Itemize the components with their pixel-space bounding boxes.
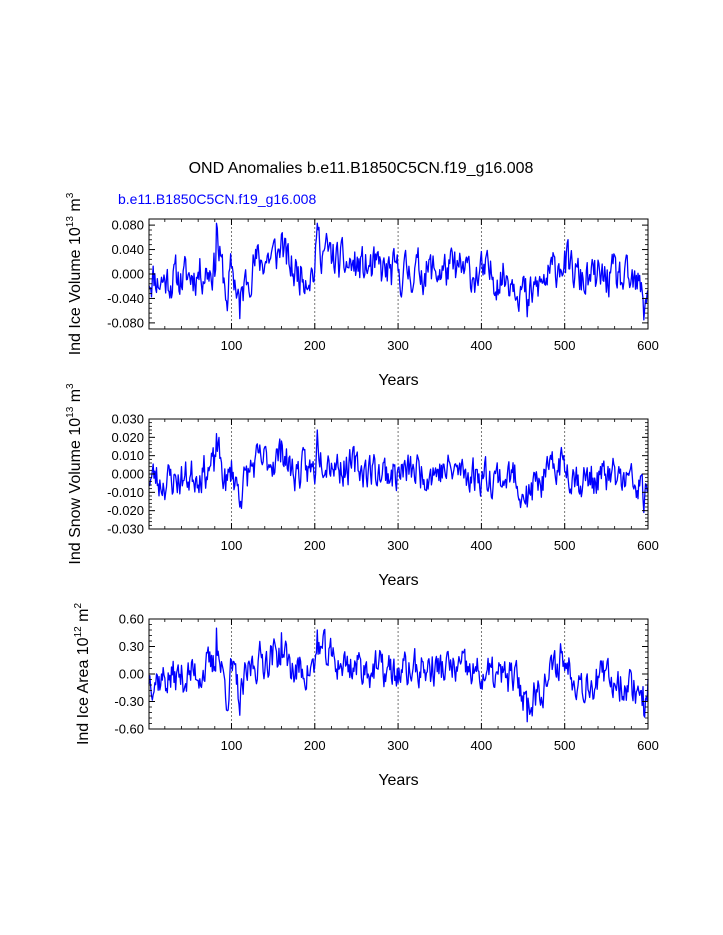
data-series-line — [148, 429, 649, 514]
x-tick-label: 500 — [554, 738, 576, 753]
x-tick-label: 300 — [387, 738, 409, 753]
x-tick-label: 400 — [471, 538, 493, 553]
y-tick-label: -0.030 — [107, 522, 144, 537]
y-axis-label: Ind Ice Volume 1013 m3 — [65, 192, 84, 355]
x-tick-label: 200 — [304, 338, 326, 353]
x-tick-label: 600 — [637, 738, 659, 753]
y-tick-label: -0.040 — [107, 291, 144, 306]
x-axis-label: Years — [378, 572, 418, 589]
y-tick-label: 0.00 — [119, 667, 144, 682]
x-tick-label: 600 — [637, 338, 659, 353]
y-tick-label: 0.030 — [111, 412, 144, 427]
x-tick-label: 300 — [387, 538, 409, 553]
ice-area-panel: 100 200 300 400 500 600 -0.60 -0.30 0.00 0.30 0.60… — [73, 603, 659, 789]
y-tick-label: 0.000 — [111, 267, 144, 282]
x-tick-label: 100 — [221, 338, 243, 353]
main-title: OND Anomalies b.e11.B1850C5CN.f19_g16.00… — [189, 160, 534, 177]
x-tick-label: 200 — [304, 538, 326, 553]
x-tick-label: 100 — [221, 538, 243, 553]
x-tick-label: 300 — [387, 338, 409, 353]
y-tick-label: -0.010 — [107, 485, 144, 500]
x-tick-label: 500 — [554, 538, 576, 553]
y-tick-label: 0.010 — [111, 448, 144, 463]
x-tick-label: 500 — [554, 338, 576, 353]
x-tick-label: 400 — [471, 738, 493, 753]
y-tick-label: 0.080 — [111, 218, 144, 233]
y-tick-label: -0.080 — [107, 315, 144, 330]
y-tick-label: -0.60 — [114, 722, 144, 737]
y-tick-label: 0.040 — [111, 242, 144, 257]
y-axis-label: Ind Snow Volume 1013 m3 — [65, 383, 84, 565]
y-axis-label: Ind Ice Area 1012 m2 — [73, 603, 92, 746]
x-tick-label: 400 — [471, 338, 493, 353]
y-tick-label: 0.60 — [119, 612, 144, 627]
data-series-line — [148, 627, 649, 723]
x-tick-label: 100 — [221, 738, 243, 753]
data-series-line — [148, 222, 649, 321]
y-tick-label: -0.020 — [107, 503, 144, 518]
case-label: b.e11.B1850C5CN.f19_g16.008 — [118, 191, 316, 207]
y-tick-label: 0.30 — [119, 639, 144, 654]
y-tick-label: -0.30 — [114, 694, 144, 709]
y-tick-label: 0.020 — [111, 430, 144, 445]
x-axis-label: Years — [378, 772, 418, 789]
snow-volume-panel: 100 200 300 400 500 600 -0.030 -0.020 -0.010 0.00… — [65, 383, 659, 589]
x-tick-label: 200 — [304, 738, 326, 753]
ice-volume-panel: 100 200 300 400 500 600 -0.080 -0.040 0.000 0.040… — [65, 192, 659, 389]
y-tick-label: 0.000 — [111, 467, 144, 482]
x-axis-label: Years — [378, 372, 418, 389]
x-tick-label: 600 — [637, 538, 659, 553]
